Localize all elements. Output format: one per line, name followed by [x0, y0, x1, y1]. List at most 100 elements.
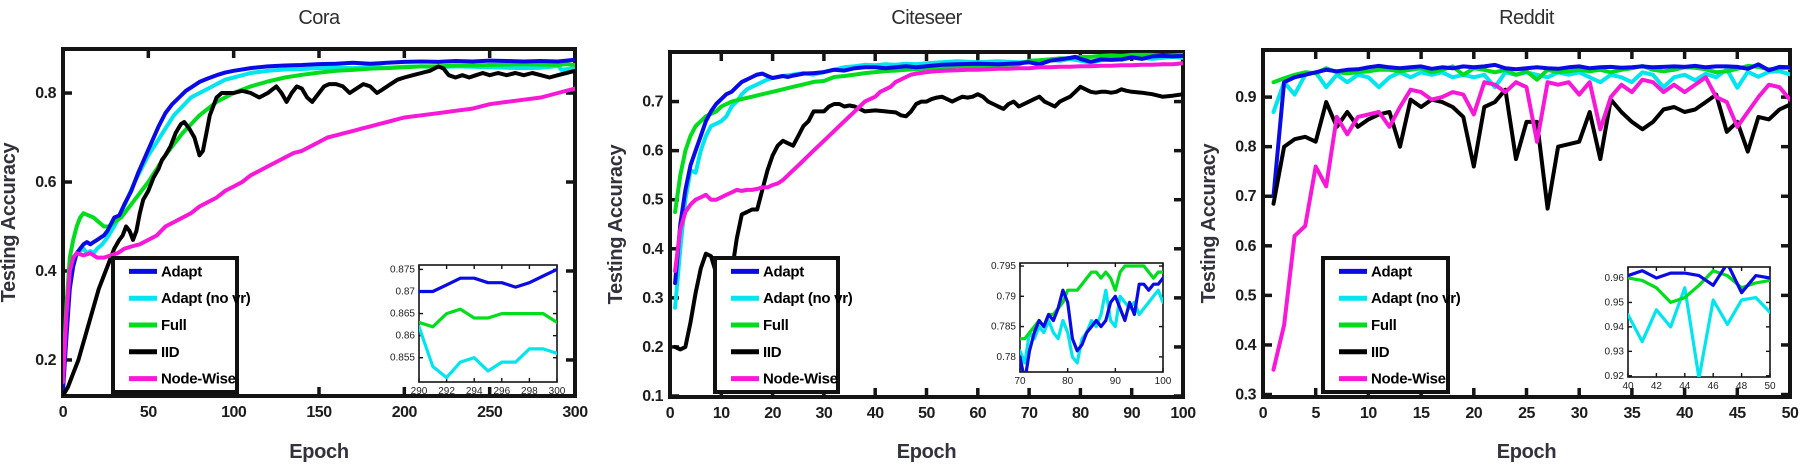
legend-box — [1321, 256, 1450, 394]
x-tick-label: 46 — [1708, 381, 1720, 392]
y-tick-label: 0.4 — [1235, 337, 1256, 354]
x-tick-label: 40 — [1676, 405, 1693, 422]
series-line-adapt-no-vr- — [1020, 288, 1163, 365]
y-tick-label: 0.9 — [1235, 89, 1256, 106]
y-tick-label: 0.795 — [991, 261, 1016, 272]
y-tick-label: 0.2 — [35, 352, 56, 369]
series-line-iid — [673, 84, 1183, 352]
x-tick-label: 100 — [1155, 376, 1172, 387]
y-tick-label: 0.855 — [390, 353, 415, 364]
inset-citeseer: 70 80 90 100 0.78 0.785 0.79 0.795 — [991, 261, 1172, 387]
y-tick-label: 0.94 — [1605, 322, 1625, 333]
legend-label: Node-Wise — [763, 371, 838, 388]
legend-label: Adapt — [763, 263, 804, 280]
legend-label: Full — [161, 317, 187, 334]
series-line-adapt-no-vr- — [419, 325, 557, 380]
x-tick-label: 70 — [1014, 376, 1026, 387]
x-tick-label: 200 — [392, 404, 418, 421]
x-tick-label: 0 — [1259, 405, 1268, 422]
x-tick-label: 48 — [1736, 381, 1748, 392]
legend-label: Node-Wise — [1371, 371, 1446, 388]
chart-title: Reddit — [1499, 7, 1555, 29]
x-tick-label: 300 — [549, 386, 566, 397]
y-tick-label: 0.92 — [1605, 371, 1625, 382]
y-tick-label: 0.6 — [642, 143, 663, 160]
series-line-node-wise — [1271, 75, 1790, 372]
y-tick-label: 0.8 — [1235, 139, 1256, 156]
x-tick-label: 296 — [493, 386, 510, 397]
y-tick-label: 0.3 — [1235, 387, 1256, 404]
x-axis-label: Epoch — [1497, 441, 1557, 463]
x-tick-label: 44 — [1679, 381, 1691, 392]
x-tick-label: 0 — [59, 404, 68, 421]
x-tick-label: 60 — [969, 405, 986, 422]
y-tick-label: 0.1 — [642, 388, 663, 405]
y-tick-label: 0.6 — [35, 174, 56, 191]
x-tick-label: 40 — [867, 405, 884, 422]
x-tick-label: 42 — [1651, 381, 1663, 392]
chart-citeseer: 0 10 20 30 40 50 60 70 80 90 100 0.1 0.2 0.3 0.4 0.5 0.6… — [605, 7, 1197, 463]
x-tick-label: 50 — [918, 405, 935, 422]
x-tick-label: 10 — [1360, 405, 1377, 422]
y-tick-label: 0.7 — [642, 94, 663, 111]
series-line-adapt — [673, 53, 1183, 286]
series-line-full — [673, 52, 1183, 214]
legend-label: Adapt (no vr) — [763, 290, 853, 307]
legend-label: Node-Wise — [161, 371, 236, 388]
series-line-adapt-no-vr- — [1628, 286, 1770, 377]
x-tick-label: 292 — [438, 386, 455, 397]
series-line-full — [419, 307, 557, 329]
series-line-node-wise — [673, 61, 1183, 273]
y-tick-label: 0.78 — [997, 352, 1017, 363]
legend-label: Full — [763, 317, 789, 334]
legend-label: IID — [763, 344, 782, 361]
legend: Adapt Adapt (no vr) Full IID Node-Wise — [1321, 256, 1461, 394]
legend-label: IID — [161, 344, 180, 361]
x-tick-label: 5 — [1311, 405, 1320, 422]
x-tick-label: 50 — [140, 404, 157, 421]
x-tick-label: 0 — [666, 405, 675, 422]
x-tick-label: 100 — [1170, 405, 1196, 422]
x-tick-label: 50 — [1782, 405, 1799, 422]
inset-reddit: 40 42 44 46 48 50 0.92 0.93 0.94 0.95 0.96 — [1605, 266, 1776, 392]
x-tick-label: 15 — [1413, 405, 1430, 422]
y-tick-label: 0.86 — [396, 331, 416, 342]
chart-reddit: 0 5 10 15 20 25 30 35 40 45 50 0.3 0.4 0.5 0.6 0.7 0.8 0.… — [1198, 7, 1800, 463]
y-tick-label: 0.6 — [1235, 238, 1256, 255]
y-tick-label: 0.96 — [1605, 273, 1625, 284]
y-tick-label: 0.785 — [991, 322, 1016, 333]
legend-label: Adapt — [161, 263, 202, 280]
y-tick-label: 0.8 — [35, 85, 56, 102]
series-line-adapt — [1271, 62, 1790, 199]
legend-label: Full — [1371, 317, 1397, 334]
x-tick-label: 45 — [1729, 405, 1746, 422]
x-tick-label: 40 — [1622, 381, 1634, 392]
chart-title: Citeseer — [891, 7, 962, 29]
x-tick-label: 20 — [1465, 405, 1482, 422]
y-axis-label: Testing Accuracy — [1198, 142, 1220, 303]
x-tick-label: 35 — [1624, 405, 1641, 422]
y-tick-label: 0.87 — [396, 286, 416, 297]
legend-label: IID — [1371, 344, 1390, 361]
x-tick-label: 290 — [411, 386, 428, 397]
series-line-full — [63, 62, 575, 376]
y-tick-label: 0.93 — [1605, 346, 1625, 357]
y-axis-label: Testing Accuracy — [0, 141, 20, 302]
y-tick-label: 0.79 — [997, 291, 1017, 302]
y-tick-label: 0.2 — [642, 339, 663, 356]
legend-label: Adapt (no vr) — [1371, 290, 1461, 307]
x-tick-label: 50 — [1764, 381, 1776, 392]
plot-border — [1019, 262, 1164, 373]
x-tick-label: 250 — [477, 404, 503, 421]
x-tick-label: 70 — [1021, 405, 1038, 422]
x-tick-label: 25 — [1518, 405, 1535, 422]
y-tick-label: 0.4 — [35, 263, 56, 280]
x-tick-label: 20 — [764, 405, 781, 422]
x-tick-label: 80 — [1062, 376, 1074, 387]
y-tick-label: 0.95 — [1605, 297, 1625, 308]
x-tick-label: 90 — [1123, 405, 1140, 422]
series-line-adapt — [419, 267, 557, 294]
y-tick-label: 0.875 — [390, 264, 415, 275]
